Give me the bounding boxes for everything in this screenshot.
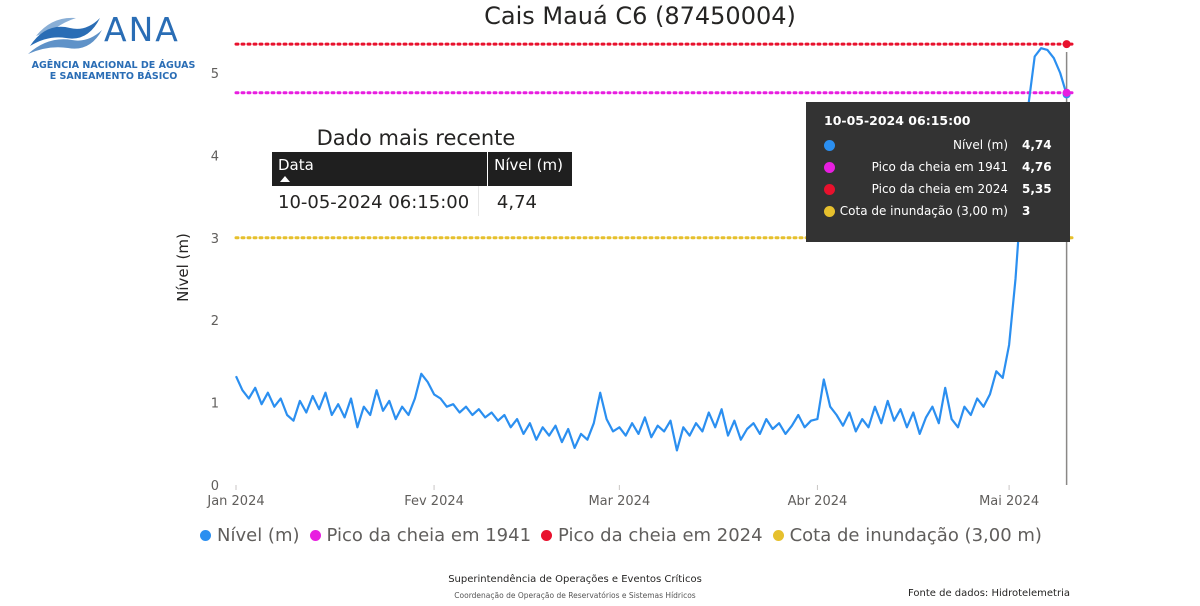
legend-item-pico-1941[interactable]: Pico da cheia em 1941: [309, 524, 532, 546]
recent-table-header: Data Nível (m): [272, 152, 572, 186]
cell-nivel: 4,74: [496, 192, 537, 213]
hover-tooltip: 10-05-2024 06:15:00 Nível (m) 4,74 Pico …: [806, 102, 1070, 242]
legend-label: Nível (m): [217, 524, 300, 546]
recent-title: Dado mais recente: [316, 126, 516, 150]
footer-line2: Coordenação de Operação de Reservatórios…: [454, 591, 696, 600]
tooltip-row-nivel: Nível (m) 4,74: [806, 135, 1070, 157]
legend-item-nivel[interactable]: Nível (m): [200, 525, 300, 546]
hover-marker: [1062, 40, 1071, 49]
pico-2024-dot-icon: [824, 184, 835, 195]
tooltip-value: 4,76: [1022, 160, 1052, 174]
tooltip-row-cota: Cota de inundação (3,00 m) 3: [806, 201, 1070, 223]
y-tick-label: 1: [211, 397, 219, 412]
footer-line1: Superintendência de Operações e Eventos …: [448, 574, 702, 585]
x-tick-label: Fev 2024: [404, 494, 464, 509]
tooltip-row-pico-1941: Pico da cheia em 1941 4,76: [806, 157, 1070, 179]
legend-item-pico-2024[interactable]: Pico da cheia em 2024: [541, 525, 763, 546]
hover-marker: [1062, 88, 1071, 97]
legend-label: Pico da cheia em 2024: [558, 524, 763, 546]
table-row: 10-05-2024 06:15:00 4,74: [272, 186, 572, 216]
nivel-dot-icon: [824, 140, 835, 151]
tooltip-value: 5,35: [1022, 182, 1052, 196]
recent-data-card: Dado mais recente Data Nível (m) 10-05-2…: [272, 126, 572, 216]
legend-dot-icon: [309, 529, 321, 541]
x-tick-label: Mar 2024: [588, 494, 650, 509]
footer-source: Fonte de dados: Hidrotelemetria: [908, 588, 1070, 599]
sort-ascending-icon[interactable]: [280, 176, 290, 182]
legend-item-cota[interactable]: Cota de inundação (3,00 m): [772, 524, 1042, 546]
series-line: [234, 47, 1068, 452]
ana-wave-icon: [28, 17, 102, 54]
y-axis-label: Nível (m): [174, 233, 192, 302]
tooltip-label: Cota de inundação (3,00 m): [839, 204, 1008, 218]
tooltip-label: Pico da cheia em 1941: [871, 160, 1008, 174]
legend-label: Pico da cheia em 1941: [326, 524, 532, 546]
legend-dot-icon: [772, 529, 784, 541]
y-tick-label: 2: [211, 314, 219, 329]
y-tick-label: 0: [211, 479, 219, 494]
logo-subtitle: AGÊNCIA NACIONAL DE ÁGUAS E SANEAMENTO B…: [26, 60, 201, 82]
chart-legend: Nível (m) Pico da cheia em 1941 Pico da …: [200, 522, 1052, 548]
x-tick-label: Abr 2024: [788, 494, 848, 509]
legend-dot-icon: [200, 529, 211, 541]
tooltip-title: 10-05-2024 06:15:00: [824, 113, 971, 128]
cota-dot-icon: [824, 206, 835, 217]
legend-label: Cota de inundação (3,00 m): [789, 524, 1042, 546]
tooltip-value: 4,74: [1022, 138, 1052, 152]
col-nivel-header[interactable]: Nível (m): [494, 156, 563, 174]
col-data-label: Data: [278, 156, 314, 174]
x-tick-label: Mai 2024: [979, 494, 1039, 509]
col-data-header[interactable]: Data: [272, 152, 489, 186]
tooltip-label: Nível (m): [953, 138, 1008, 152]
cell-data: 10-05-2024 06:15:00: [272, 186, 479, 216]
tooltip-row-pico-2024: Pico da cheia em 2024 5,35: [806, 179, 1070, 201]
chart-title: Cais Mauá C6 (87450004): [484, 2, 796, 30]
logo-wordmark: ANA: [104, 10, 180, 49]
tooltip-label: Pico da cheia em 2024: [871, 182, 1008, 196]
x-tick-label: Jan 2024: [206, 494, 264, 509]
y-tick-label: 3: [211, 232, 219, 247]
logo-subtitle-line2: E SANEAMENTO BÁSICO: [49, 71, 178, 82]
logo-subtitle-line1: AGÊNCIA NACIONAL DE ÁGUAS: [31, 60, 196, 71]
y-tick-label: 5: [211, 67, 219, 82]
ana-logo: ANA AGÊNCIA NACIONAL DE ÁGUAS E SANEAMEN…: [26, 8, 206, 88]
legend-dot-icon: [541, 529, 553, 541]
y-tick-label: 4: [211, 149, 219, 164]
pico-1941-dot-icon: [824, 162, 835, 173]
tooltip-value: 3: [1022, 204, 1031, 218]
